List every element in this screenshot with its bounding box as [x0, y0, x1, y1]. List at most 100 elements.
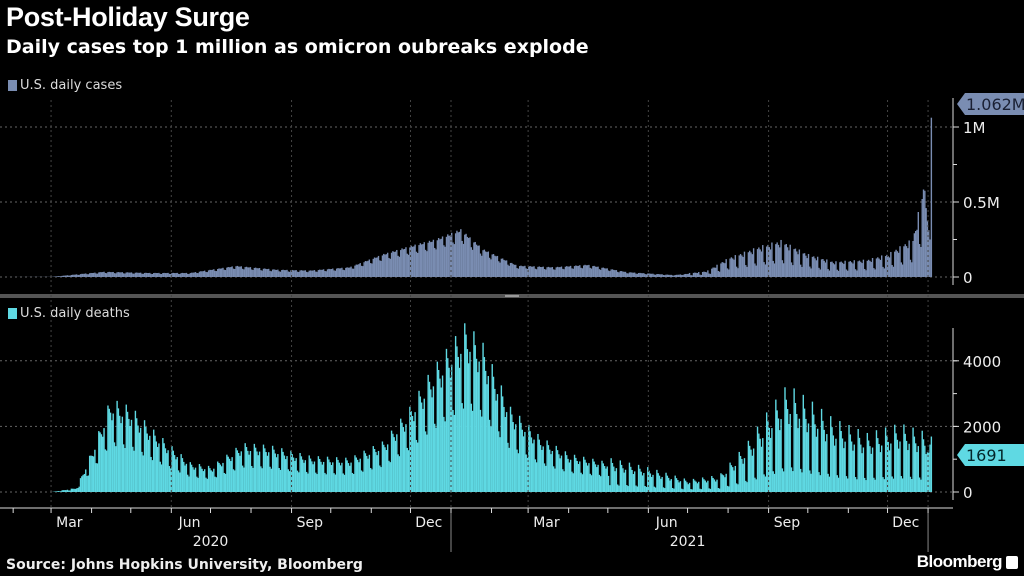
- data-bar: [657, 473, 659, 492]
- data-bar: [294, 270, 296, 277]
- data-bar: [601, 267, 603, 277]
- data-bar: [252, 467, 254, 492]
- data-bar: [410, 411, 412, 492]
- data-bar: [95, 273, 97, 277]
- data-bar: [806, 432, 808, 492]
- data-bar: [500, 258, 503, 277]
- data-bar: [917, 446, 919, 492]
- data-bar: [886, 435, 888, 492]
- data-bar: [87, 475, 90, 492]
- x-tick-label: Sep: [297, 515, 324, 531]
- data-bar: [624, 469, 627, 492]
- data-bar: [198, 271, 201, 277]
- data-bar: [777, 244, 780, 277]
- data-bar: [158, 443, 160, 492]
- data-bar: [694, 272, 696, 277]
- data-bar: [751, 254, 754, 277]
- data-bar: [926, 452, 929, 492]
- data-bar: [516, 449, 518, 492]
- data-bar: [133, 450, 135, 492]
- data-bar: [337, 459, 339, 492]
- data-bar: [369, 263, 372, 277]
- data-bar: [896, 251, 899, 277]
- data-bar: [220, 268, 223, 277]
- data-bar: [260, 466, 262, 492]
- data-bar: [535, 462, 538, 492]
- data-bar: [271, 445, 274, 492]
- data-bar: [836, 269, 838, 277]
- data-bar: [867, 259, 870, 277]
- data-bar: [741, 458, 743, 492]
- data-bar: [469, 237, 471, 277]
- data-bar: [678, 482, 680, 492]
- data-bar: [830, 416, 832, 492]
- data-bar: [788, 424, 790, 492]
- data-bar: [547, 445, 550, 492]
- data-bar: [616, 484, 619, 492]
- data-bar: [515, 424, 517, 492]
- data-bar: [253, 267, 256, 277]
- data-bar: [162, 273, 164, 277]
- data-bar: [521, 429, 523, 492]
- data-bar: [70, 488, 73, 492]
- data-bar: [298, 271, 300, 277]
- data-bar: [88, 455, 91, 492]
- data-bar: [223, 472, 225, 492]
- data-bar: [922, 189, 925, 277]
- data-bar: [307, 473, 309, 492]
- data-bar: [508, 447, 510, 492]
- data-bar: [360, 470, 363, 492]
- data-bar: [291, 454, 293, 492]
- data-bar: [390, 430, 393, 492]
- data-bar: [380, 260, 382, 277]
- data-bar: [755, 265, 757, 277]
- data-bar: [742, 256, 744, 277]
- data-bar: [257, 268, 259, 277]
- data-bar: [852, 450, 854, 492]
- data-bar: [478, 361, 480, 492]
- data-bar: [294, 460, 296, 492]
- data-bar: [105, 273, 108, 277]
- data-bar: [656, 469, 658, 492]
- data-bar: [158, 272, 160, 277]
- data-bar: [315, 271, 317, 277]
- data-bar: [325, 271, 327, 277]
- data-bar: [363, 450, 365, 492]
- data-bar: [190, 272, 193, 277]
- data-bar: [767, 244, 769, 277]
- data-bar: [892, 478, 895, 492]
- data-bar: [171, 446, 173, 492]
- data-bar: [176, 457, 178, 492]
- data-bar: [826, 259, 828, 277]
- data-bar: [529, 431, 531, 492]
- data-bar: [516, 268, 518, 277]
- data-bar: [405, 247, 407, 277]
- data-bar: [645, 486, 648, 492]
- data-bar: [926, 220, 929, 277]
- data-bar: [218, 268, 220, 277]
- data-bar: [585, 462, 588, 492]
- data-bar: [494, 255, 496, 277]
- data-bar: [402, 249, 405, 277]
- data-bar: [217, 461, 219, 492]
- data-bar: [342, 473, 344, 492]
- data-bar: [136, 418, 138, 492]
- data-bar: [707, 270, 709, 277]
- data-bar: [381, 441, 384, 492]
- data-bar: [571, 268, 573, 277]
- data-bar: [630, 272, 632, 277]
- data-bar: [354, 455, 356, 492]
- data-bar: [683, 274, 686, 277]
- data-bar: [69, 490, 71, 492]
- data-bar: [406, 447, 408, 492]
- data-bar: [828, 270, 831, 277]
- data-bar: [393, 251, 395, 277]
- data-bar: [641, 475, 644, 492]
- data-bar: [61, 275, 63, 277]
- data-bar: [658, 274, 661, 277]
- data-bar: [820, 259, 823, 277]
- data-bar: [771, 242, 773, 277]
- data-bar: [414, 412, 416, 492]
- data-bar: [397, 255, 399, 277]
- data-bar: [482, 250, 484, 277]
